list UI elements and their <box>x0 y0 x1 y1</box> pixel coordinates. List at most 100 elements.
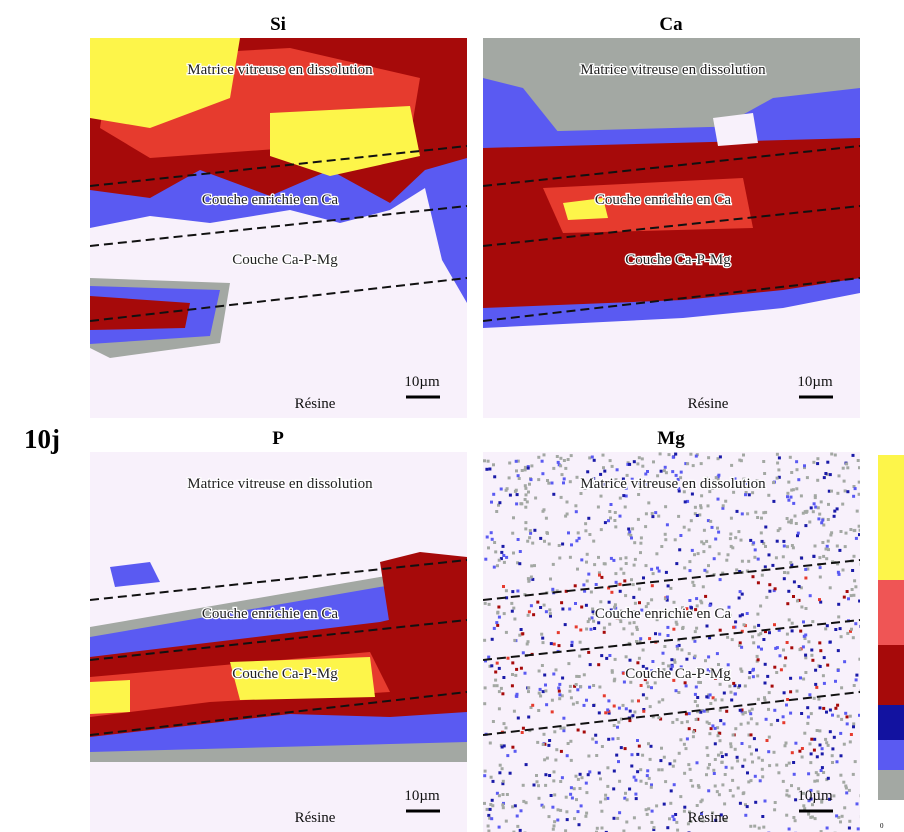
map-pixel <box>767 735 771 739</box>
map-pixel <box>552 642 556 646</box>
map-pixel <box>768 583 772 587</box>
map-pixel <box>690 492 694 496</box>
map-pixel <box>746 771 749 775</box>
map-pixel <box>825 624 829 628</box>
map-pixel <box>673 660 677 664</box>
map-pixel <box>607 737 611 741</box>
map-pixel <box>841 568 845 572</box>
map-pixel <box>612 787 616 791</box>
map-pixel <box>608 622 612 626</box>
map-pixel <box>775 671 779 674</box>
map-pixel <box>606 784 610 788</box>
map-pixel <box>628 658 632 662</box>
map-pixel <box>654 511 658 515</box>
map-pixel <box>488 664 492 668</box>
map-pixel <box>488 807 492 811</box>
map-pixel <box>800 556 804 560</box>
map-pixel <box>702 550 706 554</box>
map-pixel <box>515 667 519 671</box>
map-pixel <box>725 709 729 713</box>
map-pixel <box>601 453 605 457</box>
map-pixel <box>502 744 506 748</box>
map-pixel <box>854 585 858 589</box>
map-pixel <box>723 674 727 678</box>
map-pixel <box>695 514 699 517</box>
map-pixel <box>779 668 783 672</box>
map-pixel <box>600 575 604 579</box>
map-pixel <box>497 666 501 670</box>
map-pixel <box>637 699 640 703</box>
map-pixel <box>845 715 849 719</box>
map-pixel <box>489 531 493 535</box>
map-pixel <box>524 486 528 490</box>
map-pixel <box>544 610 548 614</box>
map-pixel <box>556 818 560 822</box>
map-pixel <box>618 582 622 586</box>
map-pixel <box>740 710 744 714</box>
map-pixel <box>723 773 727 776</box>
map-pixel <box>836 562 840 566</box>
map-pixel <box>637 744 641 748</box>
map-pixel <box>798 648 802 652</box>
map-pixel <box>588 663 592 667</box>
map-pixel <box>803 510 807 514</box>
map-pixel <box>606 708 610 712</box>
map-pixel <box>501 793 505 796</box>
map-pixel <box>557 644 561 648</box>
map-pixel <box>558 693 562 697</box>
map-pixel <box>552 770 556 774</box>
map-pixel <box>675 622 679 626</box>
map-pixel <box>711 724 715 728</box>
map-pixel <box>505 555 509 559</box>
map-pixel <box>766 674 770 678</box>
map-pixel <box>592 482 596 486</box>
map-pixel <box>748 709 752 713</box>
map-pixel <box>677 691 681 694</box>
map-pixel <box>593 627 597 630</box>
map-pixel <box>682 525 686 529</box>
map-pixel <box>495 661 499 665</box>
map-pixel <box>735 509 739 513</box>
map-pixel <box>645 681 649 685</box>
map-pixel <box>849 629 852 633</box>
map-pixel <box>562 459 566 462</box>
map-pixel <box>650 669 653 673</box>
map-pixel <box>810 737 814 741</box>
map-pixel <box>569 739 573 743</box>
map-pixel <box>633 541 637 545</box>
map-pixel <box>762 460 766 463</box>
map-pixel <box>748 671 752 674</box>
map-pixel <box>565 500 569 504</box>
map-pixel <box>756 697 760 701</box>
map-pixel <box>487 602 491 606</box>
map-pixel <box>850 627 853 631</box>
map-pixel <box>588 685 592 689</box>
map-pixel <box>602 694 606 698</box>
map-pixel <box>852 554 856 558</box>
map-pixel <box>556 460 560 464</box>
map-pixel <box>677 643 681 647</box>
map-pixel <box>585 791 589 795</box>
map-pixel <box>772 589 776 593</box>
map-pixel <box>623 579 627 583</box>
map-pixel <box>692 730 696 734</box>
map-pixel <box>518 828 522 832</box>
map-pixel <box>654 632 657 636</box>
map-pixel <box>519 502 523 506</box>
map-pixel <box>502 722 506 726</box>
map-pixel <box>526 539 530 543</box>
map-pixel <box>708 732 712 736</box>
map-pixel <box>650 783 653 787</box>
map-pixel <box>808 742 812 746</box>
map-pixel <box>672 818 676 822</box>
map-pixel <box>652 828 656 831</box>
map-pixel <box>822 681 826 685</box>
map-pixel <box>699 681 702 684</box>
map-pixel <box>562 729 566 733</box>
map-pixel <box>609 556 613 560</box>
map-pixel <box>683 681 687 685</box>
map-pixel <box>616 725 619 729</box>
map-pixel <box>599 616 602 620</box>
map-pixel <box>839 731 843 735</box>
map-pixel <box>671 720 675 724</box>
